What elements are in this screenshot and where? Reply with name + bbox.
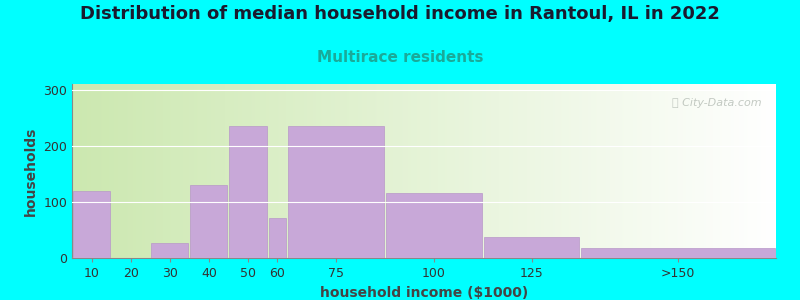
Bar bbox=[151, 243, 188, 258]
Bar bbox=[288, 126, 384, 258]
Bar bbox=[386, 194, 482, 258]
Bar bbox=[582, 248, 775, 258]
Text: Distribution of median household income in Rantoul, IL in 2022: Distribution of median household income … bbox=[80, 4, 720, 22]
Bar bbox=[190, 185, 227, 258]
Bar bbox=[230, 126, 266, 258]
Text: ⓘ City-Data.com: ⓘ City-Data.com bbox=[672, 98, 762, 108]
Text: Multirace residents: Multirace residents bbox=[317, 50, 483, 64]
Y-axis label: households: households bbox=[24, 126, 38, 216]
Bar bbox=[269, 218, 286, 258]
Bar bbox=[484, 237, 579, 258]
Bar bbox=[73, 190, 110, 258]
X-axis label: household income ($1000): household income ($1000) bbox=[320, 286, 528, 300]
